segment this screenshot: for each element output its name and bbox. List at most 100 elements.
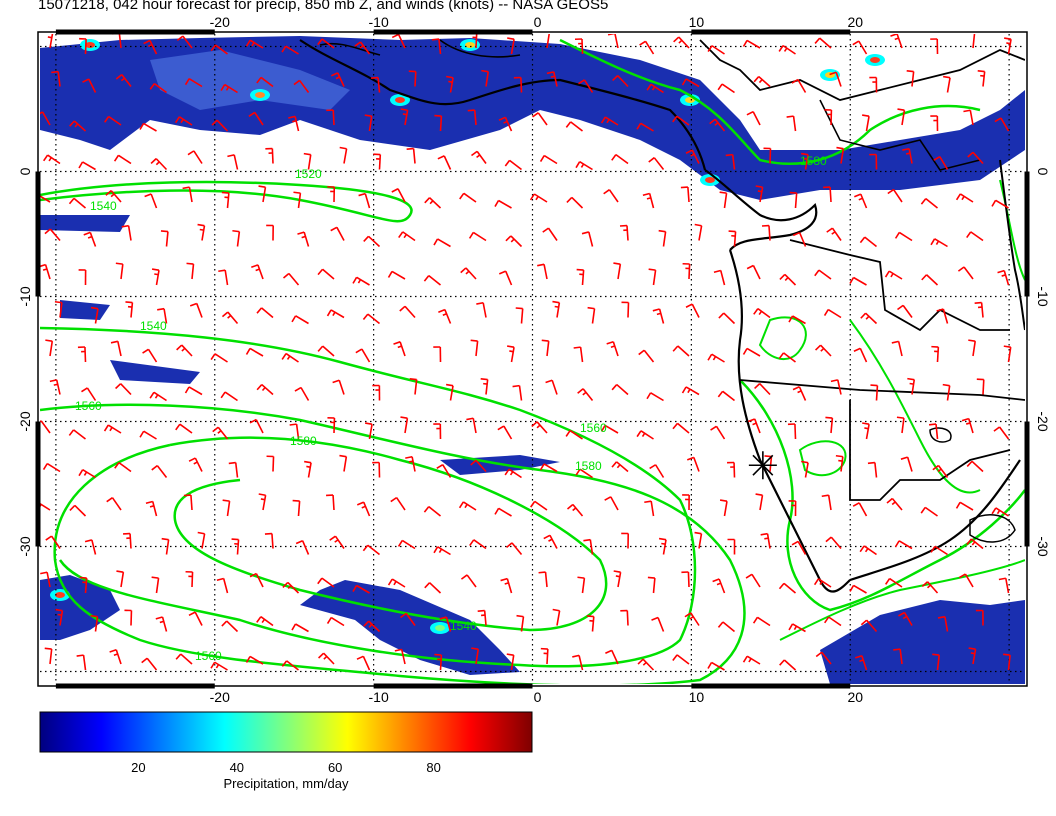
contour-label: 1540	[90, 199, 117, 213]
wind-barb	[354, 41, 371, 55]
wind-barb	[231, 538, 240, 555]
contour-label: 1560	[195, 649, 222, 663]
wind-barb	[281, 352, 299, 363]
wind-barb	[860, 619, 878, 633]
wind-barb	[157, 307, 168, 324]
wind-barb	[387, 578, 406, 588]
bottom-lon-tick-label: -10	[369, 689, 389, 705]
wind-barb	[317, 577, 335, 588]
wind-barb	[81, 387, 97, 401]
wind-barb	[327, 416, 336, 434]
wind-barb	[265, 147, 274, 164]
wind-barb	[317, 38, 335, 49]
wind-barb	[975, 609, 984, 626]
wind-barb	[78, 469, 96, 479]
coastline-segment	[929, 427, 952, 443]
wind-barb	[577, 576, 586, 594]
wind-barb	[331, 72, 345, 87]
wind-barb	[183, 494, 193, 511]
wind-barb	[189, 302, 203, 318]
wind-barb	[823, 308, 842, 319]
wind-barb	[943, 75, 951, 93]
wind-barb	[801, 152, 809, 170]
wind-barb	[788, 623, 806, 633]
wind-barb	[78, 269, 87, 286]
wind-barb	[619, 224, 629, 241]
wind-barb	[825, 416, 834, 434]
wind-barb	[142, 348, 158, 363]
wind-barb	[779, 659, 797, 671]
wind-barb	[83, 231, 97, 247]
wind-barb	[124, 609, 133, 626]
wind-barb	[575, 161, 593, 171]
right-lat-tick-label: 0	[1035, 168, 1051, 176]
wind-barb	[651, 616, 665, 632]
wind-barb	[788, 500, 797, 517]
wind-barb	[256, 307, 274, 319]
wind-barb	[139, 122, 157, 132]
top-lon-tick-label: 10	[689, 14, 705, 30]
wind-barb	[47, 34, 54, 49]
wind-barb	[991, 507, 1009, 517]
wind-barb	[40, 263, 51, 280]
wind-barb	[942, 383, 951, 401]
wind-barb	[393, 341, 406, 357]
wind-barb	[763, 147, 772, 164]
axis-bars	[35, 29, 1030, 689]
wind-barb	[394, 648, 406, 665]
wind-barb	[530, 500, 548, 511]
wind-barb	[928, 423, 939, 440]
colorbar-tick-label: 80	[426, 760, 441, 775]
wind-barb	[854, 654, 868, 671]
wind-barb	[282, 581, 300, 594]
wind-barb	[258, 185, 267, 203]
wind-barb	[638, 349, 655, 363]
coastline-segment	[999, 159, 1025, 331]
wind-barb	[356, 655, 371, 671]
wind-barb	[431, 38, 442, 55]
wind-barb	[249, 572, 264, 588]
wind-barb	[248, 111, 264, 126]
wind-barb	[906, 70, 915, 87]
wind-barb	[45, 535, 61, 549]
wind-barb	[387, 270, 406, 280]
height-contour	[169, 436, 608, 632]
top-lon-tick-label: 0	[534, 14, 542, 30]
wind-barb	[955, 193, 974, 203]
map-title: 15071218, 042 hour forecast for precip, …	[38, 0, 609, 13]
wind-barb	[160, 230, 169, 247]
wind-barb	[753, 308, 771, 319]
wind-barb	[891, 340, 903, 357]
wind-barb	[362, 544, 380, 556]
wind-barb	[251, 264, 264, 280]
wind-barb	[537, 263, 548, 280]
wind-barb	[961, 417, 974, 434]
wind-barb	[932, 653, 941, 671]
top-lon-tick-label: 20	[847, 14, 863, 30]
wind-barb	[494, 199, 512, 209]
wind-barb	[398, 231, 416, 242]
wind-barb	[539, 463, 558, 473]
wind-barb	[339, 146, 348, 164]
wind-barb	[515, 307, 524, 324]
wind-barb	[814, 344, 832, 357]
wind-barb	[121, 224, 132, 241]
wind-barb	[713, 269, 726, 286]
wind-barb	[835, 454, 844, 472]
wind-barb	[886, 497, 903, 511]
wind-barb	[921, 274, 939, 286]
wind-barb	[424, 197, 442, 209]
precip-core	[685, 97, 695, 103]
coastline	[299, 39, 1025, 593]
wind-barb	[188, 611, 203, 626]
right-lat-tick-label: -10	[1035, 286, 1051, 306]
wind-barb	[603, 189, 619, 203]
wind-barb	[211, 119, 229, 132]
wind-barb	[256, 383, 274, 396]
wind-barb	[364, 114, 373, 132]
coastline-segment	[849, 400, 1011, 501]
wind-barb	[719, 499, 728, 517]
wind-barb	[221, 620, 239, 633]
wind-barb	[446, 75, 454, 93]
wind-barb	[639, 40, 655, 55]
